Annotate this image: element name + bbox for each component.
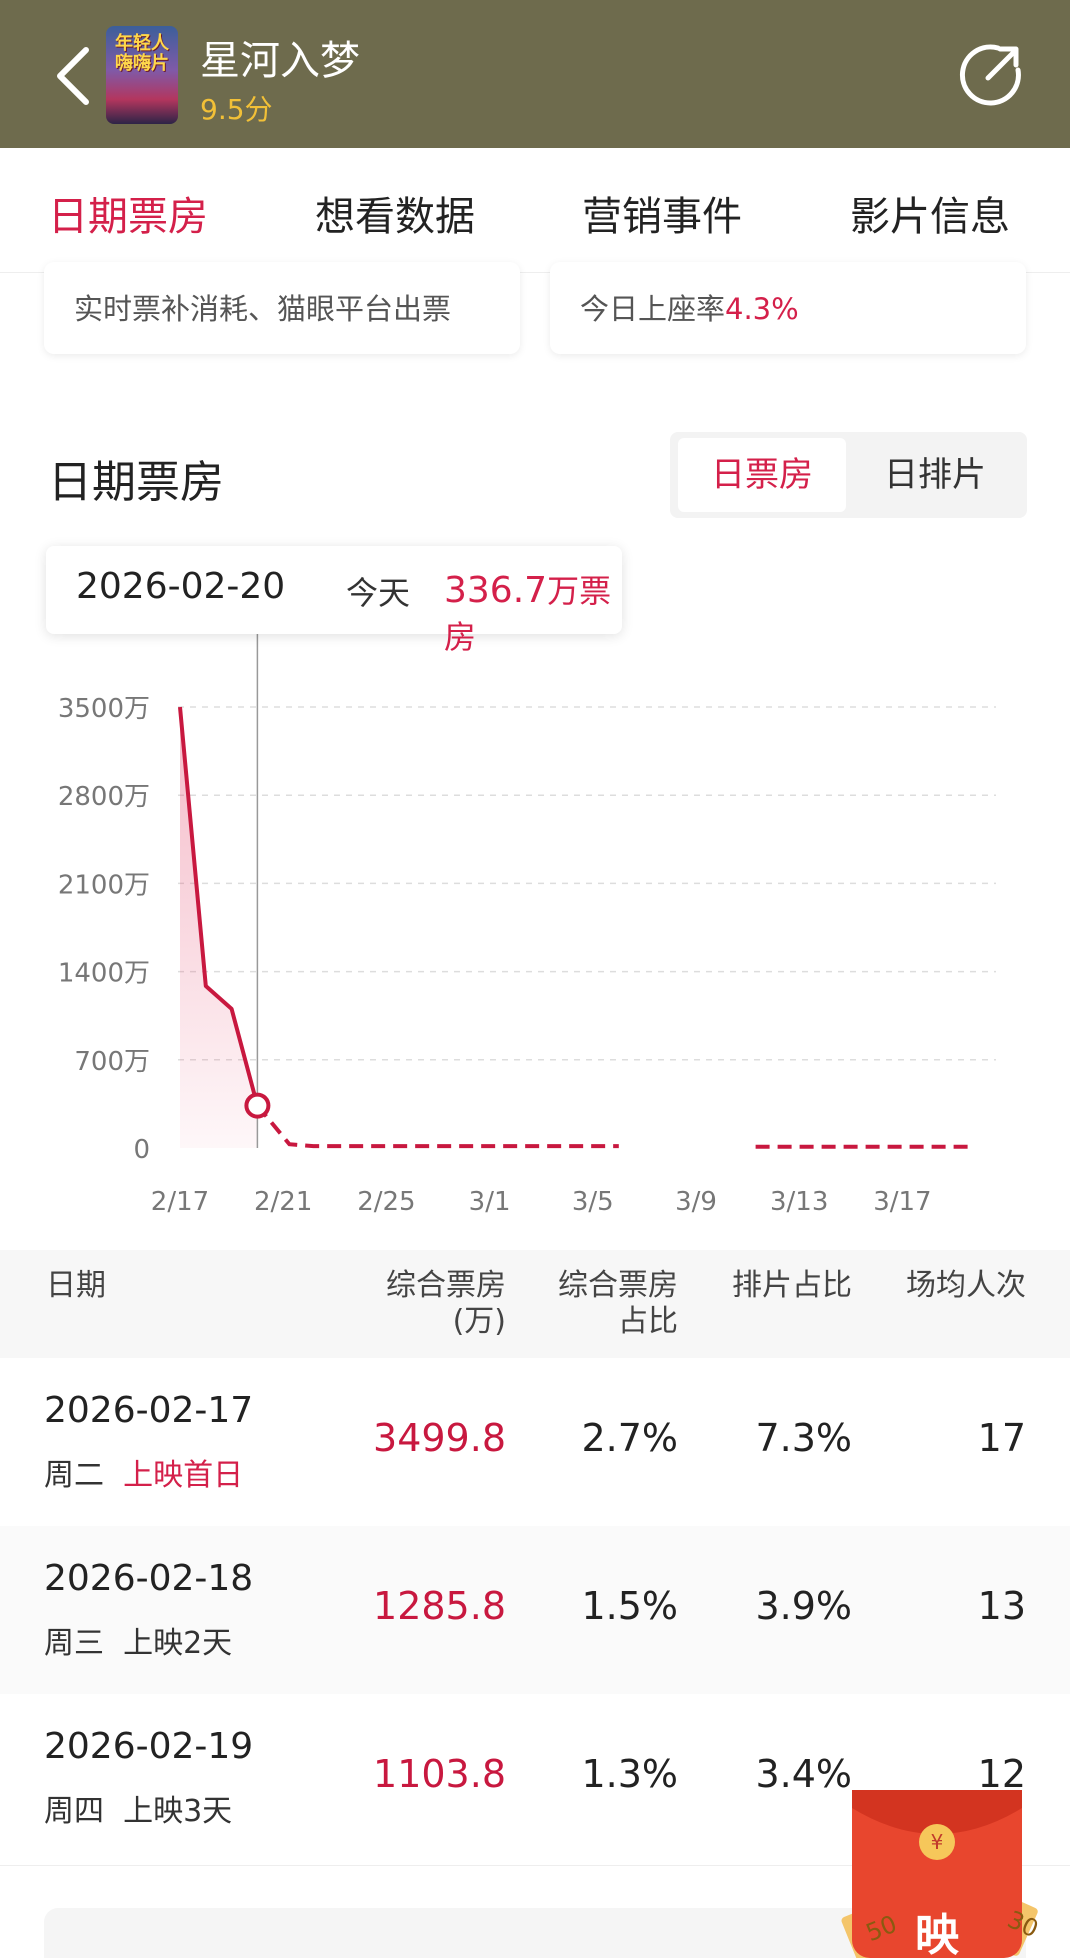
y-tick-label: 2800万 (58, 782, 150, 812)
row-avg-attendance: 13 (977, 1584, 1026, 1628)
col-box-office[interactable]: 综合票房 (万) (378, 1268, 506, 1340)
row-release-tag: 上映3天 (123, 1794, 233, 1829)
chart-mode-toggle: 日票房 日排片 (670, 432, 1027, 518)
table-row[interactable]: 2026-02-18 周三 上映2天 1285.8 1.5% 3.9% 13 (0, 1526, 1070, 1694)
occupancy-value: 4.3% (725, 292, 799, 326)
x-tick-label: 2/21 (254, 1187, 312, 1217)
col-share-line2: 占比 (618, 1304, 678, 1339)
y-tick-label: 2100万 (58, 870, 150, 900)
row-release-tag: 上映2天 (123, 1626, 233, 1661)
x-tick-label: 3/13 (770, 1187, 828, 1217)
row-release-tag: 上映首日 (123, 1458, 244, 1493)
row-date: 2026-02-17 (44, 1390, 254, 1431)
col-date[interactable]: 日期 (46, 1268, 106, 1303)
tooltip-number: 336.7 (444, 570, 548, 611)
col-box-office-line1: 综合票房 (386, 1268, 506, 1303)
row-box-office-share: 2.7% (581, 1416, 678, 1460)
table-header: 日期 综合票房 (万) 综合票房 占比 排片占比 场均人次 (0, 1250, 1070, 1358)
section-title: 日期票房 (48, 457, 224, 508)
row-avg-attendance: 17 (977, 1416, 1026, 1460)
tab-bar: 日期票房 想看数据 营销事件 影片信息 (0, 148, 1070, 273)
x-tick-label: 3/17 (873, 1187, 931, 1217)
ticket-subsidy-card[interactable]: 实时票补消耗、猫眼平台出票 (44, 262, 520, 354)
col-avg-attendance[interactable]: 场均人次 (906, 1268, 1026, 1303)
row-date: 2026-02-18 (44, 1558, 254, 1599)
tab-want-to-see[interactable]: 想看数据 (315, 194, 475, 240)
red-packet-icon[interactable]: ¥ 映 50 30 (808, 1790, 1070, 1958)
svg-text:¥: ¥ (931, 1830, 944, 1854)
app-header: 年轻人嗨嗨片 星河入梦 9.5分 (0, 0, 1070, 148)
col-box-office-line2: (万) (452, 1304, 506, 1339)
daily-schedule-toggle[interactable]: 日排片 (884, 455, 986, 495)
series-line-forecast (255, 1104, 619, 1149)
x-tick-label: 3/5 (572, 1187, 614, 1217)
row-avg-attendance: 12 (977, 1752, 1026, 1796)
row-schedule-share: 7.3% (755, 1416, 852, 1460)
y-tick-label: 0 (133, 1135, 150, 1165)
row-box-office: 1285.8 (373, 1584, 506, 1628)
poster-caption: 年轻人嗨嗨片 (115, 33, 169, 74)
y-tick-label: 3500万 (58, 694, 150, 724)
col-share-line1: 综合票房 (558, 1268, 678, 1303)
series-line-actual (178, 706, 260, 1107)
row-weekday: 周三 (44, 1626, 104, 1661)
x-tick-label: 2/25 (357, 1187, 415, 1217)
row-box-office: 1103.8 (373, 1752, 506, 1796)
row-schedule-share: 3.9% (755, 1584, 852, 1628)
tab-daily-box-office[interactable]: 日期票房 (48, 194, 208, 240)
movie-score: 9.5分 (200, 93, 273, 126)
occupancy-text: 今日上座率4.3% (580, 286, 799, 328)
row-box-office-share: 1.5% (581, 1584, 678, 1628)
col-box-office-share[interactable]: 综合票房 占比 (550, 1268, 678, 1340)
occupancy-label: 今日上座率 (580, 292, 726, 326)
daily-box-office-toggle[interactable]: 日票房 (678, 438, 846, 512)
x-tick-label: 2/17 (151, 1187, 209, 1217)
col-schedule-share[interactable]: 排片占比 (732, 1268, 852, 1303)
area-fill (180, 707, 258, 1148)
y-tick-label: 1400万 (58, 959, 150, 989)
x-tick-label: 3/9 (675, 1187, 717, 1217)
table-divider (0, 1865, 1070, 1866)
row-schedule-share: 3.4% (755, 1752, 852, 1796)
highlight-point (244, 1092, 271, 1119)
row-day-info: 周三 上映2天 (44, 1618, 232, 1662)
tooltip-value: 336.7万票房 (444, 566, 622, 658)
box-office-chart[interactable]: 0 700万 1400万 2100万 2800万 3500万 2/17 2/21 2/25 3/1… (0, 630, 1070, 1230)
occupancy-card[interactable]: 今日上座率4.3% (550, 262, 1026, 354)
row-day-info: 周二 上映首日 (44, 1450, 243, 1494)
x-tick-label: 3/1 (469, 1187, 511, 1217)
back-icon[interactable] (50, 44, 98, 108)
table-row[interactable]: 2026-02-17 周二 上映首日 3499.8 2.7% 7.3% 17 (0, 1358, 1070, 1526)
row-box-office: 3499.8 (373, 1416, 506, 1460)
tab-movie-info[interactable]: 影片信息 (850, 194, 1010, 240)
chart-tooltip: 2026-02-20 今天 336.7万票房 (46, 546, 622, 656)
table-row[interactable]: 2026-02-19 周四 上映3天 1103.8 1.3% 3.4% 12 (0, 1694, 1070, 1862)
ticket-subsidy-text: 实时票补消耗、猫眼平台出票 (74, 292, 452, 326)
row-weekday: 周二 (44, 1458, 104, 1493)
share-icon[interactable] (958, 40, 1024, 106)
row-box-office-share: 1.3% (581, 1752, 678, 1796)
tooltip-unit: 万票房 (444, 572, 612, 656)
tooltip-today: 今天 (346, 574, 411, 612)
row-weekday: 周四 (44, 1794, 104, 1829)
row-date: 2026-02-19 (44, 1726, 254, 1767)
tab-marketing-events[interactable]: 营销事件 (582, 194, 742, 240)
y-tick-label: 700万 (74, 1047, 150, 1077)
tooltip-date: 2026-02-20 (76, 566, 286, 607)
movie-title: 星河入梦 (200, 38, 360, 84)
row-day-info: 周四 上映3天 (44, 1786, 232, 1830)
movie-poster[interactable]: 年轻人嗨嗨片 (106, 26, 178, 124)
red-packet-label: 映 (915, 1910, 959, 1958)
